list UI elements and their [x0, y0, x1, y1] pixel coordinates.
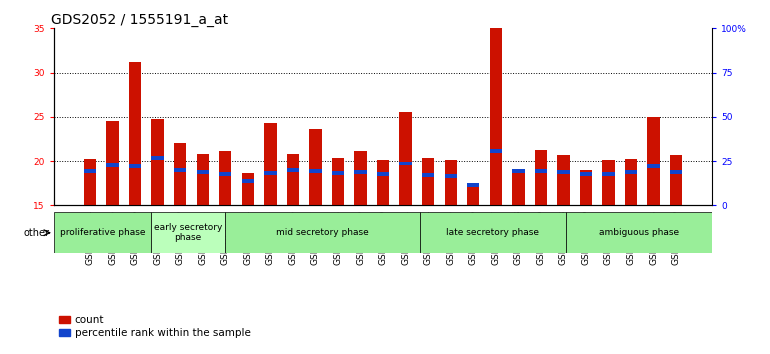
Bar: [648, 164, 660, 168]
Bar: [354, 170, 367, 174]
Bar: [286, 168, 299, 172]
Bar: [648, 117, 660, 205]
Bar: [420, 212, 566, 253]
Bar: [670, 170, 682, 174]
Bar: [242, 179, 254, 183]
Bar: [377, 160, 390, 205]
Bar: [444, 174, 457, 178]
Bar: [286, 154, 299, 205]
Bar: [377, 172, 390, 176]
Bar: [467, 183, 480, 187]
Text: GDS2052 / 1555191_a_at: GDS2052 / 1555191_a_at: [51, 13, 228, 27]
Bar: [174, 143, 186, 205]
Text: mid secretory phase: mid secretory phase: [276, 228, 369, 237]
Bar: [84, 170, 96, 173]
Bar: [566, 212, 712, 253]
Text: other: other: [23, 228, 49, 238]
Bar: [557, 155, 570, 205]
Bar: [54, 212, 152, 253]
Bar: [624, 159, 638, 205]
Text: ambiguous phase: ambiguous phase: [599, 228, 679, 237]
Bar: [84, 159, 96, 205]
Bar: [106, 121, 119, 205]
Bar: [580, 170, 592, 205]
Bar: [152, 156, 164, 160]
Bar: [557, 170, 570, 174]
Bar: [219, 172, 232, 176]
Bar: [602, 160, 614, 205]
Bar: [129, 164, 142, 168]
Bar: [467, 187, 480, 205]
Text: proliferative phase: proliferative phase: [60, 228, 146, 237]
Bar: [152, 212, 225, 253]
Legend: count, percentile rank within the sample: count, percentile rank within the sample: [59, 315, 250, 338]
Bar: [400, 113, 412, 205]
Bar: [174, 168, 186, 172]
Bar: [534, 170, 547, 173]
Bar: [310, 169, 322, 172]
Bar: [602, 172, 614, 176]
Text: late secretory phase: late secretory phase: [447, 228, 539, 237]
Bar: [332, 171, 344, 175]
Bar: [444, 160, 457, 205]
Bar: [152, 119, 164, 205]
Bar: [670, 155, 682, 205]
Bar: [310, 129, 322, 205]
Bar: [580, 172, 592, 176]
Bar: [534, 150, 547, 205]
Bar: [512, 170, 524, 173]
Text: early secretory
phase: early secretory phase: [154, 223, 223, 242]
Bar: [196, 154, 209, 205]
Bar: [354, 152, 367, 205]
Bar: [422, 158, 434, 205]
Bar: [264, 171, 276, 175]
Bar: [512, 173, 524, 205]
Bar: [225, 212, 420, 253]
Bar: [624, 170, 638, 174]
Bar: [196, 170, 209, 174]
Bar: [129, 62, 142, 205]
Bar: [264, 123, 276, 205]
Bar: [219, 152, 232, 205]
Bar: [400, 161, 412, 165]
Bar: [106, 163, 119, 167]
Bar: [490, 28, 502, 205]
Bar: [332, 158, 344, 205]
Bar: [242, 172, 254, 205]
Bar: [422, 173, 434, 177]
Bar: [490, 149, 502, 153]
